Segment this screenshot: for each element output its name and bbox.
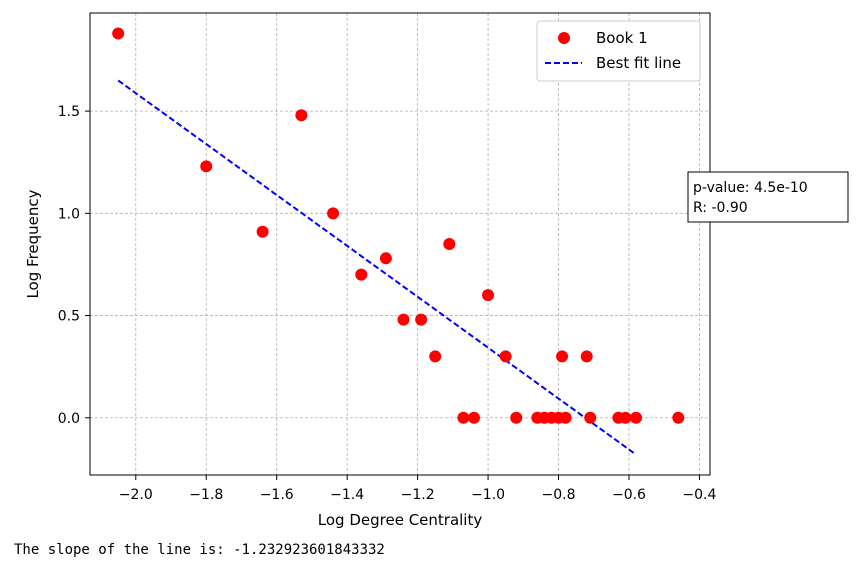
data-point — [556, 350, 569, 363]
data-point — [415, 313, 428, 326]
data-point — [443, 238, 456, 250]
data-point — [112, 27, 125, 40]
x-tick-label: −1.8 — [189, 487, 223, 503]
legend-marker-book-1 — [558, 32, 570, 44]
y-tick-label: 0.5 — [58, 309, 80, 325]
y-axis-ticks: 0.0 0.5 1.0 1.5 — [58, 104, 90, 427]
legend-label-best-fit-line: Best fit line — [596, 54, 681, 72]
x-tick-label: −0.6 — [612, 487, 646, 503]
data-point — [467, 411, 480, 424]
x-axis-label: Log Degree Centrality — [318, 511, 483, 529]
scatter-chart: −2.0 −1.8 −1.6 −1.4 −1.2 −1.0 −0.8 −0.6 −0.4 0.0… — [24, 12, 849, 529]
y-tick-label: 0.0 — [58, 411, 80, 427]
x-tick-label: −1.4 — [330, 487, 364, 503]
data-point — [397, 313, 410, 326]
data-points — [112, 27, 685, 424]
best-fit-line — [117, 79, 637, 456]
data-point — [457, 411, 470, 424]
stats-annotation: p-value: 4.5e-10 R: -0.90 — [687, 171, 849, 223]
data-point — [200, 160, 213, 173]
p-value-text: p-value: 4.5e-10 — [693, 180, 808, 196]
y-axis-label: Log Frequency — [24, 189, 42, 298]
data-point — [355, 268, 368, 281]
data-point — [429, 350, 442, 363]
grid — [90, 13, 710, 475]
x-tick-label: −1.2 — [401, 487, 435, 503]
slope-output-text: The slope of the line is: -1.23292360184… — [14, 542, 385, 558]
x-tick-label: −1.6 — [260, 487, 294, 503]
stats-box-frame — [687, 171, 849, 223]
y-tick-label: 1.0 — [58, 206, 80, 222]
data-point — [630, 411, 643, 424]
data-point — [584, 411, 597, 424]
data-point — [379, 252, 392, 265]
legend-label-book-1: Book 1 — [596, 29, 648, 47]
data-point — [672, 411, 685, 424]
data-point — [482, 289, 495, 302]
data-point — [510, 411, 523, 424]
legend: Book 1 Best fit line — [536, 20, 701, 82]
plot-frame — [89, 12, 711, 476]
data-point — [327, 207, 340, 220]
y-tick-label: 1.5 — [58, 104, 80, 120]
data-point — [295, 109, 308, 122]
best-fit-line-layer — [117, 79, 637, 456]
x-tick-label: −2.0 — [119, 487, 153, 503]
x-axis-ticks: −2.0 −1.8 −1.6 −1.4 −1.2 −1.0 −0.8 −0.6 −0.4 — [119, 475, 717, 503]
x-tick-label: −1.0 — [471, 487, 505, 503]
legend-box — [536, 20, 701, 82]
r-value-text: R: -0.90 — [693, 200, 748, 216]
data-point — [559, 411, 572, 424]
x-tick-label: −0.8 — [542, 487, 576, 503]
x-tick-label: −0.4 — [682, 487, 716, 503]
data-point — [256, 225, 269, 238]
data-point — [499, 350, 512, 363]
data-point — [580, 350, 593, 363]
data-point — [619, 411, 632, 424]
